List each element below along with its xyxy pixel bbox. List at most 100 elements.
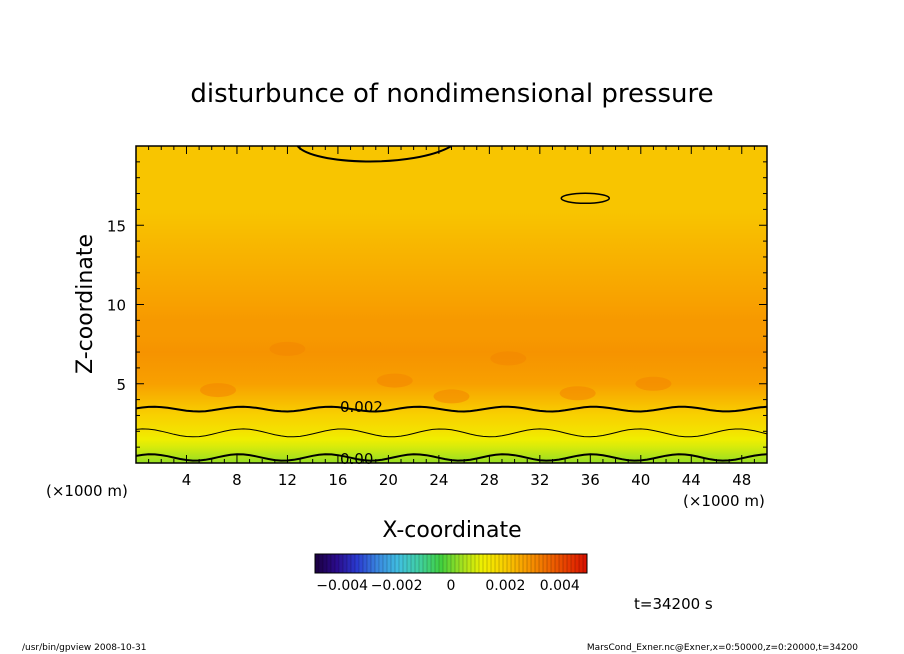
colorbar-swatch <box>383 554 387 573</box>
colorbar-swatch <box>391 554 395 573</box>
chart-title: disturbunce of nondimensional pressure <box>190 79 713 109</box>
colorbar-swatch <box>431 554 435 573</box>
colorbar-swatch <box>479 554 483 573</box>
colorbar-swatch <box>323 554 327 573</box>
colorbar-swatch <box>539 554 543 573</box>
colorbar-swatch <box>503 554 507 573</box>
colorbar-swatch <box>411 554 415 573</box>
y-axis-label: Z-coordinate <box>73 234 98 374</box>
colorbar <box>315 554 587 573</box>
colorbar-swatch <box>507 554 511 573</box>
x-axis-label: X-coordinate <box>382 518 521 543</box>
axis-ticks <box>136 146 767 463</box>
colorbar-swatch <box>543 554 547 573</box>
colorbar-swatch <box>419 554 423 573</box>
colorbar-swatch <box>315 554 319 573</box>
y-tick-label: 5 <box>116 376 126 394</box>
colorbar-swatch <box>487 554 491 573</box>
colorbar-swatch <box>551 554 555 573</box>
colorbar-swatch <box>355 554 359 573</box>
x-tick-label: 40 <box>631 471 650 489</box>
colorbar-swatch <box>567 554 571 573</box>
plot-area <box>135 145 768 464</box>
footer-left: /usr/bin/gpview 2008-10-31 <box>22 643 146 653</box>
colorbar-swatch <box>515 554 519 573</box>
colorbar-swatch <box>367 554 371 573</box>
colorbar-swatch <box>395 554 399 573</box>
heatmap-field <box>136 146 767 463</box>
footer-right: MarsCond_Exner.nc@Exner,x=0:50000,z=0:20… <box>587 643 858 653</box>
y-tick-labels: 5 10 15 <box>107 217 126 394</box>
colorbar-swatch <box>407 554 411 573</box>
colorbar-swatch <box>327 554 331 573</box>
colorbar-tick-label: −0.002 <box>371 578 423 594</box>
colorbar-swatch <box>443 554 447 573</box>
colorbar-swatch <box>439 554 443 573</box>
colorbar-swatch <box>527 554 531 573</box>
colorbar-tick-label: 0 <box>447 578 456 594</box>
colorbar-swatch <box>447 554 451 573</box>
colorbar-swatch <box>435 554 439 573</box>
colorbar-swatch <box>563 554 567 573</box>
colorbar-swatch <box>363 554 367 573</box>
colorbar-tick-label: −0.004 <box>316 578 368 594</box>
contour-0.002 <box>136 405 767 413</box>
colorbar-swatch <box>511 554 515 573</box>
colorbar-swatch <box>331 554 335 573</box>
x-tick-label: 48 <box>732 471 751 489</box>
colorbar-swatch <box>535 554 539 573</box>
colorbar-swatch <box>359 554 363 573</box>
heatmap-patch <box>200 383 237 398</box>
colorbar-swatch <box>455 554 459 573</box>
x-tick-label: 12 <box>278 471 297 489</box>
colorbar-swatch <box>399 554 403 573</box>
colorbar-swatch <box>471 554 475 573</box>
contour-label-low: 0.00 <box>340 450 373 468</box>
colorbar-swatch <box>339 554 343 573</box>
colorbar-swatch <box>531 554 535 573</box>
colorbar-swatch <box>483 554 487 573</box>
colorbar-swatch <box>579 554 583 573</box>
colorbar-swatch <box>519 554 523 573</box>
contour-0.001 <box>136 428 767 438</box>
x-tick-label: 24 <box>429 471 448 489</box>
colorbar-swatch <box>379 554 383 573</box>
heatmap-patch <box>269 341 306 356</box>
colorbar-swatch <box>559 554 563 573</box>
x-tick-label: 20 <box>379 471 398 489</box>
colorbar-frame <box>314 553 588 574</box>
colorbar-swatch <box>459 554 463 573</box>
x-tick-label: 28 <box>480 471 499 489</box>
colorbar-swatch <box>571 554 575 573</box>
contour-closed-loop <box>560 192 611 205</box>
heatmap-patch <box>433 389 470 404</box>
colorbar-swatch <box>463 554 467 573</box>
colorbar-swatch <box>423 554 427 573</box>
contour-label-high: 0.002 <box>340 398 383 416</box>
colorbar-swatch <box>547 554 551 573</box>
colorbar-swatch <box>427 554 431 573</box>
contour-top-arc <box>296 146 453 163</box>
x-tick-label: 16 <box>328 471 347 489</box>
colorbar-swatch <box>371 554 375 573</box>
colorbar-swatch <box>387 554 391 573</box>
colorbar-swatch <box>575 554 579 573</box>
colorbar-swatch <box>451 554 455 573</box>
contour-lines <box>136 146 767 462</box>
colorbar-swatch <box>491 554 495 573</box>
colorbar-swatch <box>499 554 503 573</box>
colorbar-swatch <box>523 554 527 573</box>
heatmap-patch <box>490 351 527 366</box>
x-unit-right: (×1000 m) <box>683 492 765 510</box>
colorbar-tick-label: 0.002 <box>485 578 525 594</box>
x-unit-left: (×1000 m) <box>46 482 128 500</box>
colorbar-swatch <box>403 554 407 573</box>
y-tick-label: 10 <box>107 297 126 315</box>
colorbar-swatch <box>335 554 339 573</box>
colorbar-swatch <box>343 554 347 573</box>
colorbar-swatch <box>583 554 587 573</box>
heatmap-patch <box>635 376 672 391</box>
colorbar-swatch <box>347 554 351 573</box>
x-tick-label: 44 <box>682 471 701 489</box>
